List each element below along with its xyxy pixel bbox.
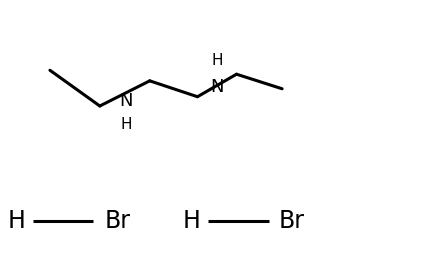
- Text: H: H: [120, 117, 132, 132]
- Text: N: N: [119, 92, 133, 110]
- Text: Br: Br: [279, 209, 305, 233]
- Text: H: H: [7, 209, 26, 233]
- Text: H: H: [183, 209, 201, 233]
- Text: N: N: [210, 78, 224, 96]
- Text: H: H: [211, 54, 223, 68]
- Text: Br: Br: [104, 209, 130, 233]
